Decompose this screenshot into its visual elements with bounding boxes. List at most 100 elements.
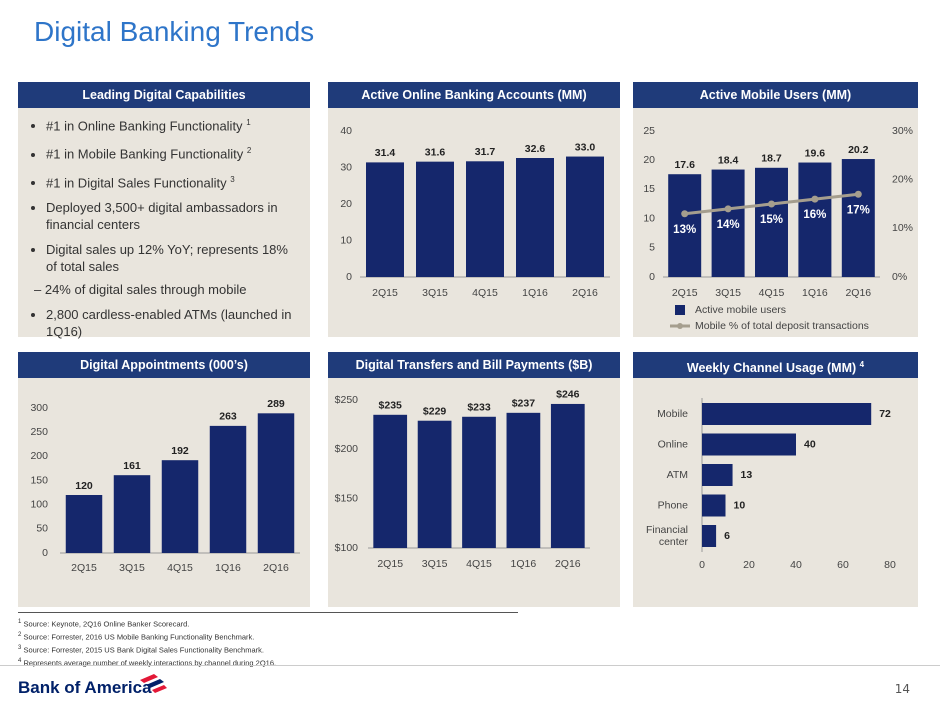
- footnote: 3 Source: Forrester, 2015 US Bank Digita…: [18, 643, 518, 656]
- y-tick-label: 10: [643, 212, 655, 224]
- x-tick-label: 2Q15: [377, 558, 403, 570]
- y-tick-label: 0: [346, 271, 352, 283]
- bullet-text: #1 in Mobile Banking Functionality: [46, 146, 244, 162]
- footnote-ref: 3: [230, 174, 235, 184]
- value-label: 40: [804, 438, 816, 450]
- value-label: 13%: [673, 224, 696, 236]
- x-tick-label: 2Q15: [672, 287, 698, 299]
- bar: [462, 416, 496, 548]
- chart: 0 50 100 150 200 250 300 2Q15 3Q15 4Q15 1Q16 2Q16 12…: [30, 398, 300, 574]
- x-tick-label: 4Q15: [167, 562, 193, 574]
- value-label: 15%: [760, 214, 783, 226]
- footnote-number: 2: [18, 632, 22, 638]
- y2-tick-label: 20%: [892, 173, 913, 185]
- y-tick-label: 5: [649, 242, 655, 254]
- bar: [550, 403, 585, 548]
- value-label: 31.4: [375, 147, 396, 159]
- chart: 0 10 20 30 40 2Q15 3Q15 4Q15 1Q16 2Q16 31.4 31.6 31.…: [340, 125, 610, 299]
- category-label: Online: [658, 438, 689, 450]
- value-label: 16%: [803, 209, 826, 221]
- value-label: 31.6: [425, 146, 446, 158]
- footnote-ref: 4: [859, 360, 865, 369]
- bar: [702, 494, 726, 517]
- value-label: 18.7: [761, 153, 782, 165]
- footnotes: 1 Source: Keynote, 2Q16 Online Banker Sc…: [18, 612, 518, 669]
- capability-list: #1 in Online Banking Functionality 1#1 i…: [18, 114, 310, 340]
- chart: $100 $150 $200 $250 2Q15 3Q15 4Q15 1Q16 2Q16 $235…: [335, 389, 590, 570]
- line-marker: [681, 210, 689, 218]
- bar: [711, 169, 745, 277]
- value-label: 19.6: [805, 147, 826, 159]
- y2-tick-label: 30%: [892, 125, 913, 137]
- value-label: $229: [423, 406, 447, 418]
- x-tick-label: 20: [743, 559, 755, 571]
- x-tick-label: 3Q15: [422, 287, 448, 299]
- x-tick-label: 2Q16: [555, 558, 581, 570]
- footnote: 4 Represents average number of weekly in…: [18, 656, 518, 669]
- chart: 0 20 40 60 80 Mobile 72 Online 40 ATM 13 Phone 10 Fin…: [646, 398, 896, 571]
- category-label: Financial center: [646, 524, 689, 548]
- value-label: 18.4: [718, 154, 739, 166]
- x-tick-label: 1Q16: [802, 287, 828, 299]
- bar: [416, 161, 454, 277]
- panel-heading: Weekly Channel Usage (MM) 4: [633, 352, 918, 378]
- bar: [702, 403, 872, 425]
- x-tick-label: 1Q16: [522, 287, 548, 299]
- y-tick-label: 15: [643, 183, 655, 195]
- logo: Bank of America: [18, 678, 152, 697]
- value-label: 289: [267, 398, 285, 410]
- line-marker: [811, 195, 819, 203]
- line-marker: [724, 205, 732, 213]
- footnote-text: Source: Keynote, 2Q16 Online Banker Scor…: [23, 619, 190, 629]
- x-tick-label: 4Q15: [466, 558, 492, 570]
- y2-tick-label: 0%: [892, 271, 907, 283]
- panel-heading: Leading Digital Capabilities: [18, 82, 310, 108]
- bar: [257, 413, 295, 553]
- panel-heading: Digital Appointments (000’s): [18, 352, 310, 378]
- x-tick-label: 2Q16: [845, 287, 871, 299]
- panel-heading: Active Online Banking Accounts (MM): [328, 82, 620, 108]
- bullet-text: #1 in Online Banking Functionality: [46, 118, 243, 134]
- y-tick-label: 40: [340, 125, 352, 137]
- chart: 0 5 10 15 20 25 2Q15 3Q15 4Q15 1Q16 2Q16 0% 10% 20% 30…: [643, 125, 913, 332]
- sub-list: – 24% of digital sales through mobile: [34, 281, 300, 298]
- value-label: 17%: [847, 204, 870, 216]
- value-label: $235: [379, 400, 403, 412]
- x-tick-label: 1Q16: [511, 558, 537, 570]
- footnote-number: 1: [18, 619, 22, 625]
- footer: Bank of America 14: [0, 665, 940, 705]
- footnote-text: Source: Forrester, 2015 US Bank Digital …: [23, 645, 264, 655]
- category-label: Phone: [658, 499, 689, 511]
- bullet-item: Digital sales up 12% YoY; represents 18%…: [34, 241, 300, 298]
- value-label: $237: [512, 398, 536, 410]
- x-tick-label: 80: [884, 559, 896, 571]
- bar: [161, 460, 199, 553]
- bar: [506, 412, 541, 548]
- bar: [417, 420, 452, 548]
- value-label: 31.7: [475, 146, 496, 158]
- bar: [702, 464, 733, 486]
- y-tick-label: 20: [340, 198, 352, 210]
- legend-swatch: [677, 323, 683, 329]
- bar: [702, 433, 796, 456]
- panel-heading: Active Mobile Users (MM): [633, 82, 918, 108]
- y-tick-label: $100: [335, 542, 359, 554]
- x-tick-label: 3Q15: [715, 287, 741, 299]
- bar: [798, 162, 832, 277]
- x-tick-label: 1Q16: [215, 562, 241, 574]
- heading-text: Weekly Channel Usage (MM): [686, 361, 857, 376]
- value-label: $246: [556, 389, 580, 401]
- y-tick-label: 200: [30, 450, 48, 462]
- x-tick-label: 2Q16: [572, 287, 598, 299]
- x-tick-label: 4Q15: [472, 287, 498, 299]
- y-tick-label: 100: [30, 498, 48, 510]
- bar: [516, 158, 554, 277]
- y-tick-label: 150: [30, 474, 48, 486]
- y-tick-label: $250: [335, 394, 359, 406]
- line-marker: [854, 190, 862, 198]
- value-label: 20.2: [848, 144, 869, 156]
- bar: [113, 475, 151, 553]
- sub-text: 24% of digital sales through mobile: [44, 281, 247, 297]
- x-tick-label: 3Q15: [119, 562, 145, 574]
- bullet-text: Deployed 3,500+ digital ambassadors in f…: [46, 199, 278, 232]
